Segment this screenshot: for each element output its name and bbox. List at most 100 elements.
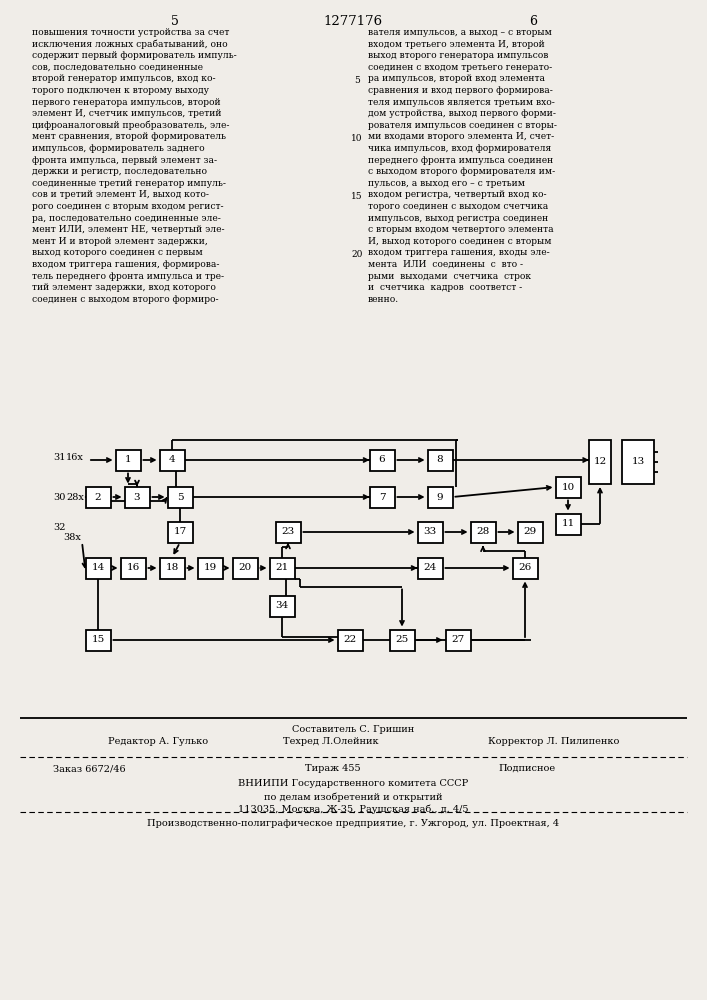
Text: входом триггера гашения, формирова-: входом триггера гашения, формирова- [32, 260, 219, 269]
Text: Заказ 6672/46: Заказ 6672/46 [53, 764, 126, 773]
Text: 113035, Москва, Ж-35, Раушская наб., д. 4/5: 113035, Москва, Ж-35, Раушская наб., д. … [238, 805, 468, 814]
Text: 7: 7 [379, 492, 385, 502]
Text: ра, последовательно соединенные эле-: ра, последовательно соединенные эле- [32, 214, 221, 223]
Bar [233, 558, 257, 578]
Text: ВНИИПИ Государственного комитета СССР: ВНИИПИ Государственного комитета СССР [238, 779, 468, 788]
Text: 2: 2 [95, 492, 101, 502]
Text: 14: 14 [91, 564, 105, 572]
Text: венно.: венно. [368, 295, 399, 304]
Text: 19: 19 [204, 564, 216, 572]
Text: мент ИЛИ, элемент НЕ, четвертый эле-: мент ИЛИ, элемент НЕ, четвертый эле- [32, 225, 225, 234]
Text: теля импульсов является третьим вхо-: теля импульсов является третьим вхо- [368, 98, 555, 107]
Text: 8: 8 [437, 456, 443, 464]
Text: 9: 9 [437, 492, 443, 502]
Text: 12: 12 [593, 458, 607, 466]
Text: Составитель С. Гришин: Составитель С. Гришин [292, 725, 414, 734]
Text: 13: 13 [631, 458, 645, 466]
Text: 38x: 38x [63, 532, 81, 542]
Text: 1: 1 [124, 456, 132, 464]
Bar [115, 450, 141, 471]
Bar [556, 477, 580, 497]
Bar [197, 558, 223, 578]
Bar [428, 450, 452, 471]
Text: фронта импульса, первый элемент за-: фронта импульса, первый элемент за- [32, 156, 217, 165]
Text: торого подключен к второму выходу: торого подключен к второму выходу [32, 86, 209, 95]
Bar [168, 487, 192, 508]
Text: 27: 27 [451, 636, 464, 645]
Bar [86, 558, 110, 578]
Text: 20: 20 [351, 250, 363, 259]
Text: Корректор Л. Пилипенко: Корректор Л. Пилипенко [488, 737, 619, 746]
Bar [470, 522, 496, 542]
Text: с выходом второго формирователя им-: с выходом второго формирователя им- [368, 167, 555, 176]
Text: и  счетчика  кадров  соответст -: и счетчика кадров соответст - [368, 283, 522, 292]
Text: 5: 5 [171, 15, 179, 28]
Text: 32: 32 [53, 524, 66, 532]
Text: 30: 30 [53, 492, 65, 502]
Text: 28: 28 [477, 528, 490, 536]
Text: импульсов, выход регистра соединен: импульсов, выход регистра соединен [368, 214, 548, 223]
Text: второй генератор импульсов, вход ко-: второй генератор импульсов, вход ко- [32, 74, 216, 83]
Text: Подписное: Подписное [498, 764, 555, 773]
Text: 1277176: 1277176 [323, 15, 382, 28]
Text: 29: 29 [523, 528, 537, 536]
Bar [160, 558, 185, 578]
Text: тель переднего фронта импульса и тре-: тель переднего фронта импульса и тре- [32, 272, 224, 281]
Text: импульсов, формирователь заднего: импульсов, формирователь заднего [32, 144, 204, 153]
Text: чика импульсов, вход формирователя: чика импульсов, вход формирователя [368, 144, 551, 153]
Text: 24: 24 [423, 564, 437, 572]
Bar [124, 487, 149, 508]
Text: 26: 26 [518, 564, 532, 572]
Text: 10: 10 [351, 134, 363, 143]
Text: Редактор А. Гулько: Редактор А. Гулько [108, 737, 208, 746]
Text: 4: 4 [169, 456, 175, 464]
Bar [160, 450, 185, 471]
Bar [518, 522, 542, 542]
Text: 17: 17 [173, 528, 187, 536]
Text: выход которого соединен с первым: выход которого соединен с первым [32, 248, 203, 257]
Text: Тираж 455: Тираж 455 [305, 764, 361, 773]
Text: вателя импульсов, а выход – с вторым: вателя импульсов, а выход – с вторым [368, 28, 552, 37]
Text: переднего фронта импульса соединен: переднего фронта импульса соединен [368, 156, 554, 165]
Bar [418, 522, 443, 542]
Text: соединен с выходом второго формиро-: соединен с выходом второго формиро- [32, 295, 218, 304]
Text: мент сравнения, второй формирователь: мент сравнения, второй формирователь [32, 132, 226, 141]
Text: 6: 6 [379, 456, 385, 464]
Text: с вторым входом четвертого элемента: с вторым входом четвертого элемента [368, 225, 554, 234]
Text: входом триггера гашения, входы эле-: входом триггера гашения, входы эле- [368, 248, 550, 257]
Bar [556, 514, 580, 534]
Text: 10: 10 [561, 483, 575, 491]
Text: 16x: 16x [66, 452, 84, 462]
Text: мента  ИЛИ  соединены  с  вто -: мента ИЛИ соединены с вто - [368, 260, 523, 269]
Text: И, выход которого соединен с вторым: И, выход которого соединен с вторым [368, 237, 551, 246]
Text: элемент И, счетчик импульсов, третий: элемент И, счетчик импульсов, третий [32, 109, 221, 118]
Text: выход второго генератора импульсов: выход второго генератора импульсов [368, 51, 549, 60]
Bar [418, 558, 443, 578]
Text: сов, последовательно соединенные: сов, последовательно соединенные [32, 63, 203, 72]
Bar [513, 558, 537, 578]
Text: рыми  выходами  счетчика  строк: рыми выходами счетчика строк [368, 272, 531, 281]
Text: мент И и второй элемент задержки,: мент И и второй элемент задержки, [32, 237, 208, 246]
Text: исключения ложных срабатываний, оно: исключения ложных срабатываний, оно [32, 40, 228, 49]
Bar [269, 558, 295, 578]
Text: дом устройства, выход первого форми-: дом устройства, выход первого форми- [368, 109, 556, 118]
Text: соединенные третий генератор импуль-: соединенные третий генератор импуль- [32, 179, 226, 188]
Text: 6: 6 [529, 15, 537, 28]
Text: 15: 15 [91, 636, 105, 645]
Text: торого соединен с выходом счетчика: торого соединен с выходом счетчика [368, 202, 548, 211]
Text: содержит первый формирователь импуль-: содержит первый формирователь импуль- [32, 51, 237, 60]
Bar [428, 487, 452, 508]
Text: 33: 33 [423, 528, 437, 536]
Text: 5: 5 [354, 76, 360, 85]
Text: 3: 3 [134, 492, 140, 502]
Bar [168, 522, 192, 542]
Text: тий элемент задержки, вход которого: тий элемент задержки, вход которого [32, 283, 216, 292]
Bar [337, 630, 363, 650]
Bar [370, 487, 395, 508]
Text: по делам изобретений и открытий: по делам изобретений и открытий [264, 792, 443, 802]
Text: пульсов, а выход его – с третьим: пульсов, а выход его – с третьим [368, 179, 525, 188]
Text: сов и третий элемент И, выход кото-: сов и третий элемент И, выход кото- [32, 190, 209, 199]
Text: входом регистра, четвертый вход ко-: входом регистра, четвертый вход ко- [368, 190, 547, 199]
Bar [120, 558, 146, 578]
Text: сравнения и вход первого формирова-: сравнения и вход первого формирова- [368, 86, 553, 95]
